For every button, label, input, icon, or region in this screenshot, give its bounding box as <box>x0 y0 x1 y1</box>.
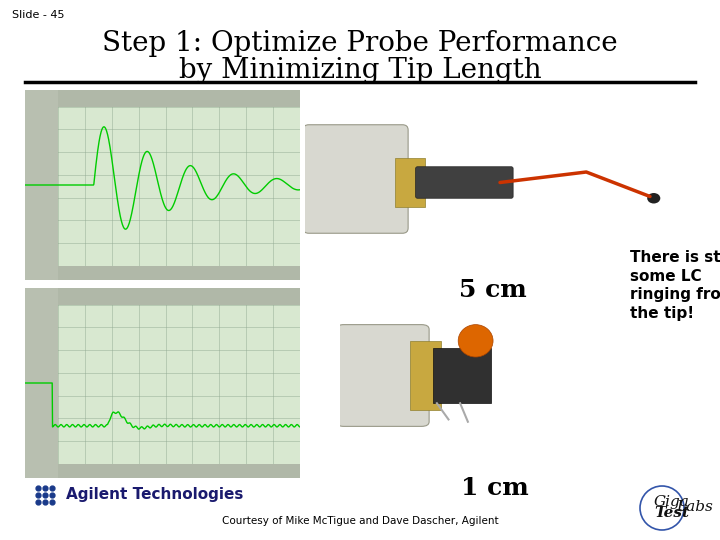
Bar <box>25 288 58 478</box>
Bar <box>25 464 300 478</box>
Text: 5 cm: 5 cm <box>459 278 526 302</box>
Text: Agilent Technologies: Agilent Technologies <box>66 488 243 503</box>
Bar <box>25 90 300 106</box>
Bar <box>395 158 425 207</box>
Text: Giga: Giga <box>654 495 690 509</box>
Bar <box>58 106 300 266</box>
Text: Test: Test <box>654 506 689 520</box>
Bar <box>410 341 441 410</box>
Bar <box>25 266 300 280</box>
Text: Step 1: Optimize Probe Performance: Step 1: Optimize Probe Performance <box>102 30 618 57</box>
Ellipse shape <box>458 325 493 357</box>
Bar <box>433 348 491 403</box>
FancyBboxPatch shape <box>303 125 408 233</box>
FancyBboxPatch shape <box>415 167 513 198</box>
Bar <box>58 305 300 464</box>
Text: Courtesy of Mike McTigue and Dave Dascher, Agilent: Courtesy of Mike McTigue and Dave Dasche… <box>222 516 498 526</box>
Ellipse shape <box>647 193 660 204</box>
Text: There is still
some LC
ringing from
the tip!: There is still some LC ringing from the … <box>630 250 720 321</box>
Text: Slide - 45: Slide - 45 <box>12 10 65 20</box>
Text: by Minimizing Tip Length: by Minimizing Tip Length <box>179 57 541 84</box>
FancyBboxPatch shape <box>336 325 429 427</box>
Bar <box>25 288 300 305</box>
Bar <box>25 90 58 280</box>
Text: 1 cm: 1 cm <box>461 476 529 500</box>
Text: Labs: Labs <box>676 500 713 514</box>
